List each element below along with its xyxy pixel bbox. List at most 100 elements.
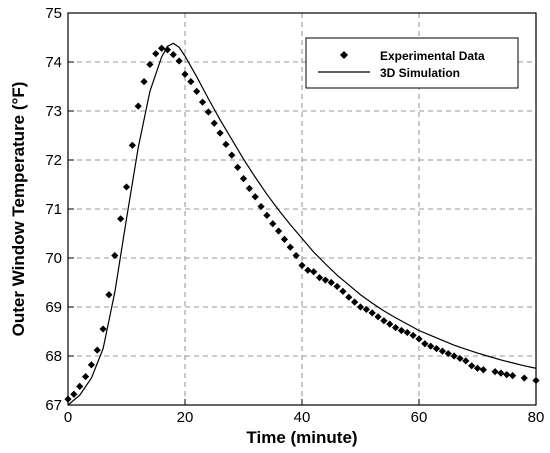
x-axis-title: Time (minute)	[246, 428, 357, 447]
legend: Experimental Data 3D Simulation	[305, 37, 519, 89]
experimental-point	[105, 291, 113, 299]
experimental-point	[117, 215, 125, 223]
experimental-point	[409, 331, 417, 340]
experimental-point	[374, 313, 382, 321]
y-tick-label: 74	[45, 54, 62, 71]
experimental-point	[169, 51, 177, 59]
experimental-point	[99, 325, 107, 333]
x-tick-label: 0	[64, 409, 72, 426]
x-tick-label: 60	[411, 409, 428, 426]
experimental-point	[432, 345, 441, 353]
legend-diamond-marker	[340, 51, 348, 59]
experimental-point	[509, 372, 517, 380]
experimental-point	[239, 175, 248, 183]
experimental-point	[181, 70, 189, 78]
experimental-point	[327, 278, 335, 287]
experimental-point	[491, 368, 499, 376]
x-tick-label: 20	[177, 409, 194, 426]
experimental-point	[70, 390, 78, 398]
experimental-point	[134, 102, 142, 110]
experimental-point	[286, 243, 294, 251]
y-tick-label: 75	[45, 5, 62, 22]
y-axis-title: Outer Window Temperature (°F)	[9, 82, 28, 337]
experimental-point	[392, 323, 400, 332]
y-tick-label: 67	[45, 397, 62, 414]
experimental-point	[263, 211, 271, 219]
experimental-point	[93, 346, 101, 354]
experimental-point	[275, 227, 283, 235]
experimental-point	[462, 357, 470, 365]
experimental-point	[321, 276, 329, 284]
experimental-point	[473, 364, 482, 372]
experimental-point	[304, 266, 312, 274]
simulation-line	[67, 42, 537, 406]
experimental-point	[315, 274, 324, 282]
experimental-point	[380, 317, 388, 325]
experimental-point	[158, 44, 166, 52]
experimental-point	[479, 366, 487, 374]
experimental-point	[210, 119, 218, 127]
experimental-point	[386, 320, 394, 328]
experimental-point	[187, 78, 195, 86]
experimental-series	[64, 44, 540, 403]
experimental-point	[403, 328, 411, 337]
experimental-point	[193, 87, 201, 95]
y-tick-label: 68	[45, 348, 62, 365]
experimental-point	[111, 251, 119, 260]
experimental-point	[245, 184, 253, 193]
experimental-point	[421, 340, 429, 348]
y-tick-label: 69	[45, 299, 62, 316]
experimental-point	[333, 282, 341, 291]
simulation-series	[67, 42, 537, 406]
y-tick-label: 70	[45, 250, 62, 267]
experimental-point	[257, 202, 265, 211]
experimental-point	[368, 309, 376, 317]
legend-box	[305, 37, 519, 89]
experimental-point	[356, 303, 365, 311]
experimental-point	[280, 235, 289, 243]
experimental-point	[222, 140, 230, 148]
y-tick-label: 71	[45, 201, 62, 218]
experimental-point	[427, 342, 435, 350]
experimental-point	[520, 374, 528, 382]
experimental-point	[163, 46, 172, 54]
experimental-point	[175, 57, 183, 65]
experimental-point	[310, 268, 318, 276]
experimental-point	[198, 98, 207, 106]
experimental-point	[234, 163, 242, 171]
y-tick-label: 72	[45, 152, 62, 169]
experimental-point	[450, 352, 458, 360]
experimental-point	[146, 60, 154, 69]
experimental-point	[468, 362, 476, 370]
experimental-point	[81, 372, 90, 381]
experimental-point	[251, 193, 259, 201]
y-axis: 67 68 69 70 71 72 73 74 75	[45, 5, 74, 414]
experimental-point	[456, 354, 464, 363]
experimental-point	[503, 371, 511, 379]
x-tick-label: 40	[294, 409, 311, 426]
x-tick-label: 80	[528, 409, 545, 426]
experimental-point	[345, 293, 353, 301]
experimental-point	[298, 261, 306, 269]
experimental-point	[152, 50, 160, 58]
experimental-point	[128, 141, 136, 149]
experimental-point	[204, 108, 212, 116]
legend-label-simulation: 3D Simulation	[380, 66, 460, 80]
experimental-point	[444, 349, 452, 358]
experimental-point	[122, 183, 131, 191]
experimental-point	[140, 78, 148, 86]
experimental-point	[438, 347, 446, 355]
experimental-point	[228, 151, 236, 159]
experimental-point	[76, 382, 84, 390]
experimental-point	[362, 305, 370, 314]
experimental-point	[351, 298, 359, 306]
experimental-point	[339, 287, 347, 295]
experimental-point	[292, 251, 300, 260]
y-tick-label: 73	[45, 103, 62, 120]
experimental-point	[497, 369, 505, 377]
experimental-point	[87, 361, 95, 369]
experimental-point	[216, 129, 224, 137]
experimental-point	[269, 220, 277, 228]
legend-label-experimental: Experimental Data	[380, 49, 485, 63]
